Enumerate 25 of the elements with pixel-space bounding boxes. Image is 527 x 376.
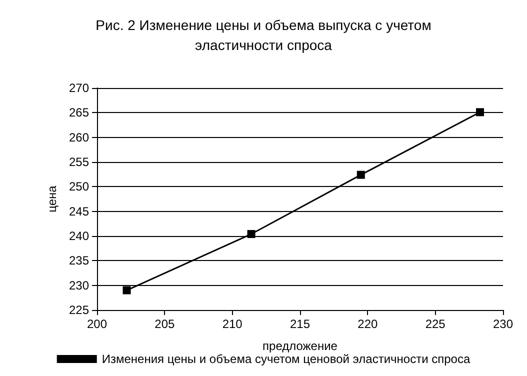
y-tick-label: 250 xyxy=(68,180,90,194)
legend-label: Изменения цены и объема сучетом ценовой эластичности спроса xyxy=(102,352,470,366)
y-tick-label: 245 xyxy=(68,204,90,218)
x-tick-label: 200 xyxy=(86,317,108,331)
x-tick-label: 230 xyxy=(492,317,514,331)
point xyxy=(476,108,484,116)
y-tick-label: 255 xyxy=(68,155,90,169)
point xyxy=(122,286,131,294)
x-tick-label: 220 xyxy=(358,317,378,331)
x-axis-title: предложение xyxy=(262,339,338,353)
y-axis-title: цена xyxy=(45,185,60,212)
y-tick-label: 240 xyxy=(68,229,90,243)
x-tick-label: 205 xyxy=(154,317,175,331)
x-tick-label: 225 xyxy=(425,317,446,331)
y-tick-label: 265 xyxy=(68,106,90,120)
y-tick-label: 235 xyxy=(68,254,90,268)
point xyxy=(356,170,365,179)
point xyxy=(247,230,256,238)
x-tick-label: 215 xyxy=(290,317,310,331)
y-tick-label: 230 xyxy=(68,278,90,292)
y-tick-label: 225 xyxy=(68,303,90,317)
y-tick-label: 260 xyxy=(68,130,90,144)
y-tick-label: 270 xyxy=(68,81,90,95)
chart-title: Рис. 2 Изменение цены и объема выпуска с учетом эластичности спроса xyxy=(96,17,432,53)
x-tick-label: 210 xyxy=(222,317,243,331)
